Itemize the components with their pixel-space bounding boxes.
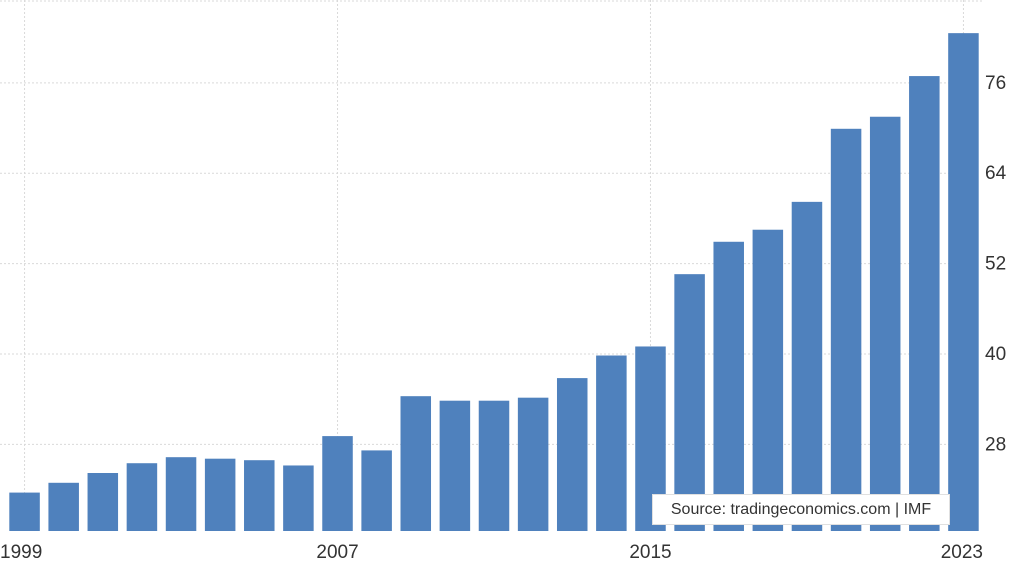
bar-2020 (830, 128, 862, 531)
bar-2021 (869, 116, 901, 531)
bar-1999 (9, 492, 40, 531)
bar-2016 (674, 274, 705, 531)
bar-2003 (165, 457, 197, 531)
x-tick-label: 2015 (629, 542, 671, 563)
bar-2007 (322, 436, 353, 531)
bar-2002 (126, 463, 158, 531)
bar-2022 (909, 76, 940, 532)
bar-series (9, 33, 979, 532)
bar-2009 (400, 396, 432, 531)
y-tick-label: 40 (985, 344, 1006, 365)
y-tick-label: 28 (985, 434, 1006, 455)
bar-2000 (48, 482, 79, 531)
bar-2006 (283, 465, 314, 531)
bar-2023 (948, 33, 979, 531)
x-tick-label: 2023 (941, 542, 983, 563)
x-axis-ticks: 1999 2007 2015 2023 (0, 542, 983, 563)
bar-2017 (713, 241, 744, 531)
x-tick-label: 2007 (316, 542, 358, 563)
grid-lines (0, 0, 983, 531)
y-tick-label: 76 (985, 73, 1006, 94)
bar-2018 (752, 229, 784, 532)
bar-2010 (439, 400, 471, 531)
bar-2005 (244, 460, 275, 531)
bar-2004 (204, 458, 236, 531)
bar-2008 (361, 450, 392, 531)
bar-2001 (87, 473, 119, 531)
bar-2013 (556, 378, 588, 531)
x-tick-label: 1999 (0, 542, 42, 563)
bar-2019 (791, 201, 823, 531)
y-tick-label: 64 (985, 163, 1007, 184)
bar-2012 (517, 397, 549, 531)
bar-2014 (596, 355, 627, 531)
bar-2011 (478, 400, 510, 531)
source-label: Source: tradingeconomics.com | IMF (652, 494, 950, 525)
y-tick-label: 52 (985, 254, 1006, 275)
y-axis-ticks: 28 40 52 64 76 (985, 73, 1007, 456)
